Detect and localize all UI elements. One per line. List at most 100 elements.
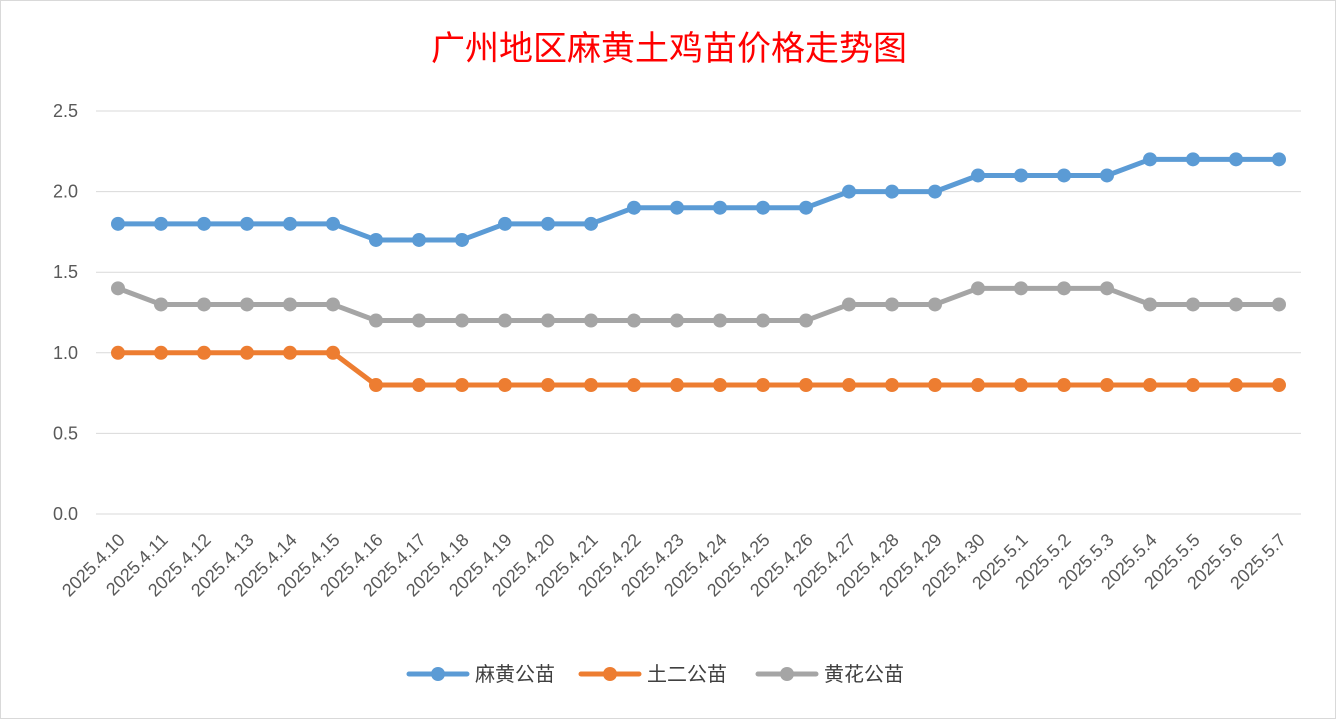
data-point xyxy=(1100,168,1114,183)
data-point xyxy=(885,378,899,393)
data-point xyxy=(1143,152,1157,167)
legend-item: 土二公苗 xyxy=(578,662,727,686)
data-point xyxy=(197,216,211,231)
data-point xyxy=(670,313,684,328)
data-point xyxy=(369,378,383,393)
data-point xyxy=(756,378,770,393)
data-point xyxy=(1229,152,1243,167)
x-axis-ticks: 2025.4.102025.4.112025.4.122025.4.132025… xyxy=(58,530,1290,601)
data-point xyxy=(1057,281,1071,296)
data-point xyxy=(1143,297,1157,312)
data-point xyxy=(799,378,813,393)
legend-label: 土二公苗 xyxy=(647,662,727,686)
data-point xyxy=(885,184,899,199)
legend-label: 黄花公苗 xyxy=(824,662,904,686)
data-point xyxy=(1272,378,1286,393)
data-point xyxy=(412,232,426,247)
data-point xyxy=(799,200,813,215)
data-point xyxy=(154,345,168,360)
data-point xyxy=(240,345,254,360)
data-point xyxy=(713,313,727,328)
data-point xyxy=(1143,378,1157,393)
y-tick-label: 2.5 xyxy=(53,101,78,121)
series-line xyxy=(115,285,1282,324)
data-point xyxy=(412,378,426,393)
data-point xyxy=(971,378,985,393)
data-point xyxy=(541,216,555,231)
data-point xyxy=(1186,297,1200,312)
data-point xyxy=(326,216,340,231)
data-point xyxy=(197,345,211,360)
data-point xyxy=(1100,281,1114,296)
series-3 xyxy=(111,281,1286,328)
data-point xyxy=(584,378,598,393)
data-point xyxy=(240,216,254,231)
data-point xyxy=(369,313,383,328)
data-point xyxy=(799,313,813,328)
y-tick-label: 0.0 xyxy=(53,504,78,524)
data-point xyxy=(627,313,641,328)
data-point xyxy=(971,168,985,183)
data-point xyxy=(1272,152,1286,167)
legend-marker xyxy=(603,667,617,681)
data-point xyxy=(756,313,770,328)
data-point xyxy=(1186,378,1200,393)
data-point xyxy=(756,200,770,215)
series-lines xyxy=(111,152,1286,393)
data-point xyxy=(455,313,469,328)
data-point xyxy=(498,378,512,393)
data-point xyxy=(971,281,985,296)
legend-item: 麻黄公苗 xyxy=(406,662,555,686)
data-point xyxy=(1057,378,1071,393)
data-point xyxy=(1014,281,1028,296)
y-tick-label: 1.5 xyxy=(53,262,78,282)
legend-item: 黄花公苗 xyxy=(755,662,904,686)
data-point xyxy=(154,297,168,312)
data-point xyxy=(1057,168,1071,183)
data-point xyxy=(111,216,125,231)
data-point xyxy=(283,216,297,231)
legend-marker xyxy=(431,667,445,681)
data-point xyxy=(369,232,383,247)
data-point xyxy=(670,200,684,215)
data-point xyxy=(1100,378,1114,393)
data-point xyxy=(713,378,727,393)
data-point xyxy=(154,216,168,231)
data-point xyxy=(584,216,598,231)
series-2 xyxy=(111,345,1286,393)
data-point xyxy=(842,297,856,312)
data-point xyxy=(713,200,727,215)
legend-marker xyxy=(780,667,794,681)
data-point xyxy=(412,313,426,328)
data-point xyxy=(1229,378,1243,393)
data-point xyxy=(885,297,899,312)
data-point xyxy=(197,297,211,312)
data-point xyxy=(1272,297,1286,312)
data-point xyxy=(627,200,641,215)
data-point xyxy=(111,345,125,360)
data-point xyxy=(541,378,555,393)
data-point xyxy=(584,313,598,328)
legend-label: 麻黄公苗 xyxy=(475,662,555,686)
y-tick-label: 2.0 xyxy=(53,182,78,202)
data-point xyxy=(1014,378,1028,393)
data-point xyxy=(670,378,684,393)
data-point xyxy=(627,378,641,393)
data-point xyxy=(326,297,340,312)
data-point xyxy=(1229,297,1243,312)
data-point xyxy=(283,345,297,360)
data-point xyxy=(498,216,512,231)
data-point xyxy=(498,313,512,328)
data-point xyxy=(326,345,340,360)
data-point xyxy=(928,297,942,312)
series-line xyxy=(115,350,1282,388)
data-point xyxy=(842,378,856,393)
data-point xyxy=(455,378,469,393)
data-point xyxy=(1186,152,1200,167)
data-point xyxy=(928,184,942,199)
series-line xyxy=(115,156,1282,243)
data-point xyxy=(842,184,856,199)
legend: 麻黄公苗 土二公苗 黄花公苗 xyxy=(406,662,904,686)
data-point xyxy=(541,313,555,328)
